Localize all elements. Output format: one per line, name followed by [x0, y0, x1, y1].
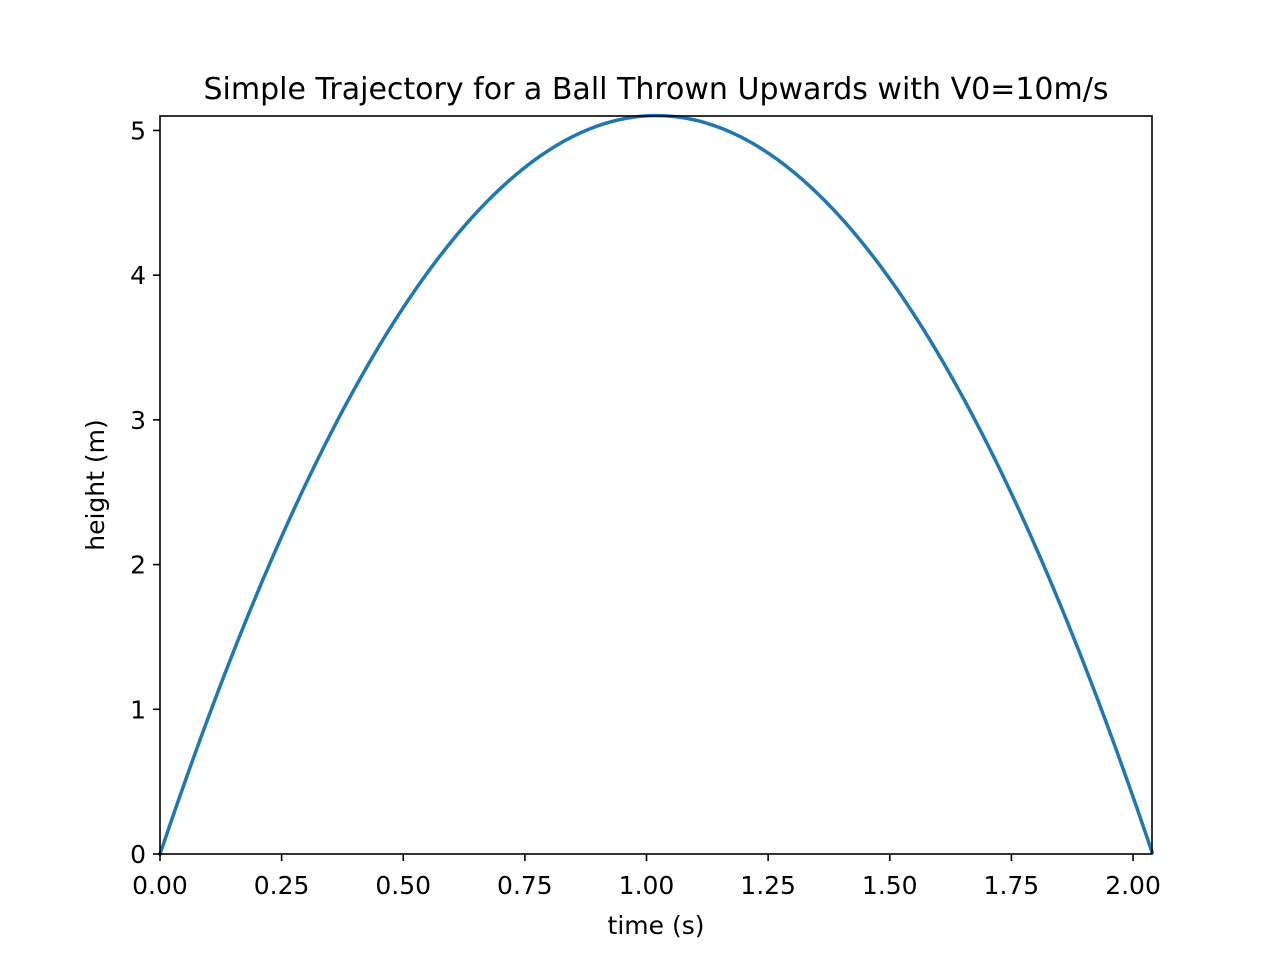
x-tick-label: 0.00 — [132, 871, 188, 900]
x-tick-label: 1.00 — [619, 871, 675, 900]
x-axis-label: time (s) — [608, 911, 705, 940]
x-tick-label: 0.50 — [375, 871, 431, 900]
y-tick-label: 2 — [130, 551, 146, 580]
x-tick-label: 1.50 — [862, 871, 918, 900]
y-tick-label: 0 — [130, 840, 146, 869]
y-tick-label: 3 — [130, 406, 146, 435]
x-tick-label: 0.75 — [497, 871, 553, 900]
x-axis-ticks: 0.00 0.25 0.50 0.75 1.00 1.25 1.50 1.75 2.00 — [132, 854, 1161, 900]
y-axis-ticks: 0 1 2 3 4 5 — [130, 116, 160, 869]
x-tick-label: 0.25 — [254, 871, 310, 900]
y-tick-label: 4 — [130, 261, 146, 290]
chart-title: Simple Trajectory for a Ball Thrown Upwa… — [204, 72, 1109, 107]
x-tick-label: 2.00 — [1105, 871, 1161, 900]
y-tick-label: 5 — [130, 116, 146, 145]
axes-frame — [159, 115, 1153, 855]
y-tick-label: 1 — [130, 695, 146, 724]
x-tick-label: 1.25 — [740, 871, 796, 900]
x-tick-label: 1.75 — [984, 871, 1040, 900]
y-axis-label: height (m) — [81, 419, 110, 551]
